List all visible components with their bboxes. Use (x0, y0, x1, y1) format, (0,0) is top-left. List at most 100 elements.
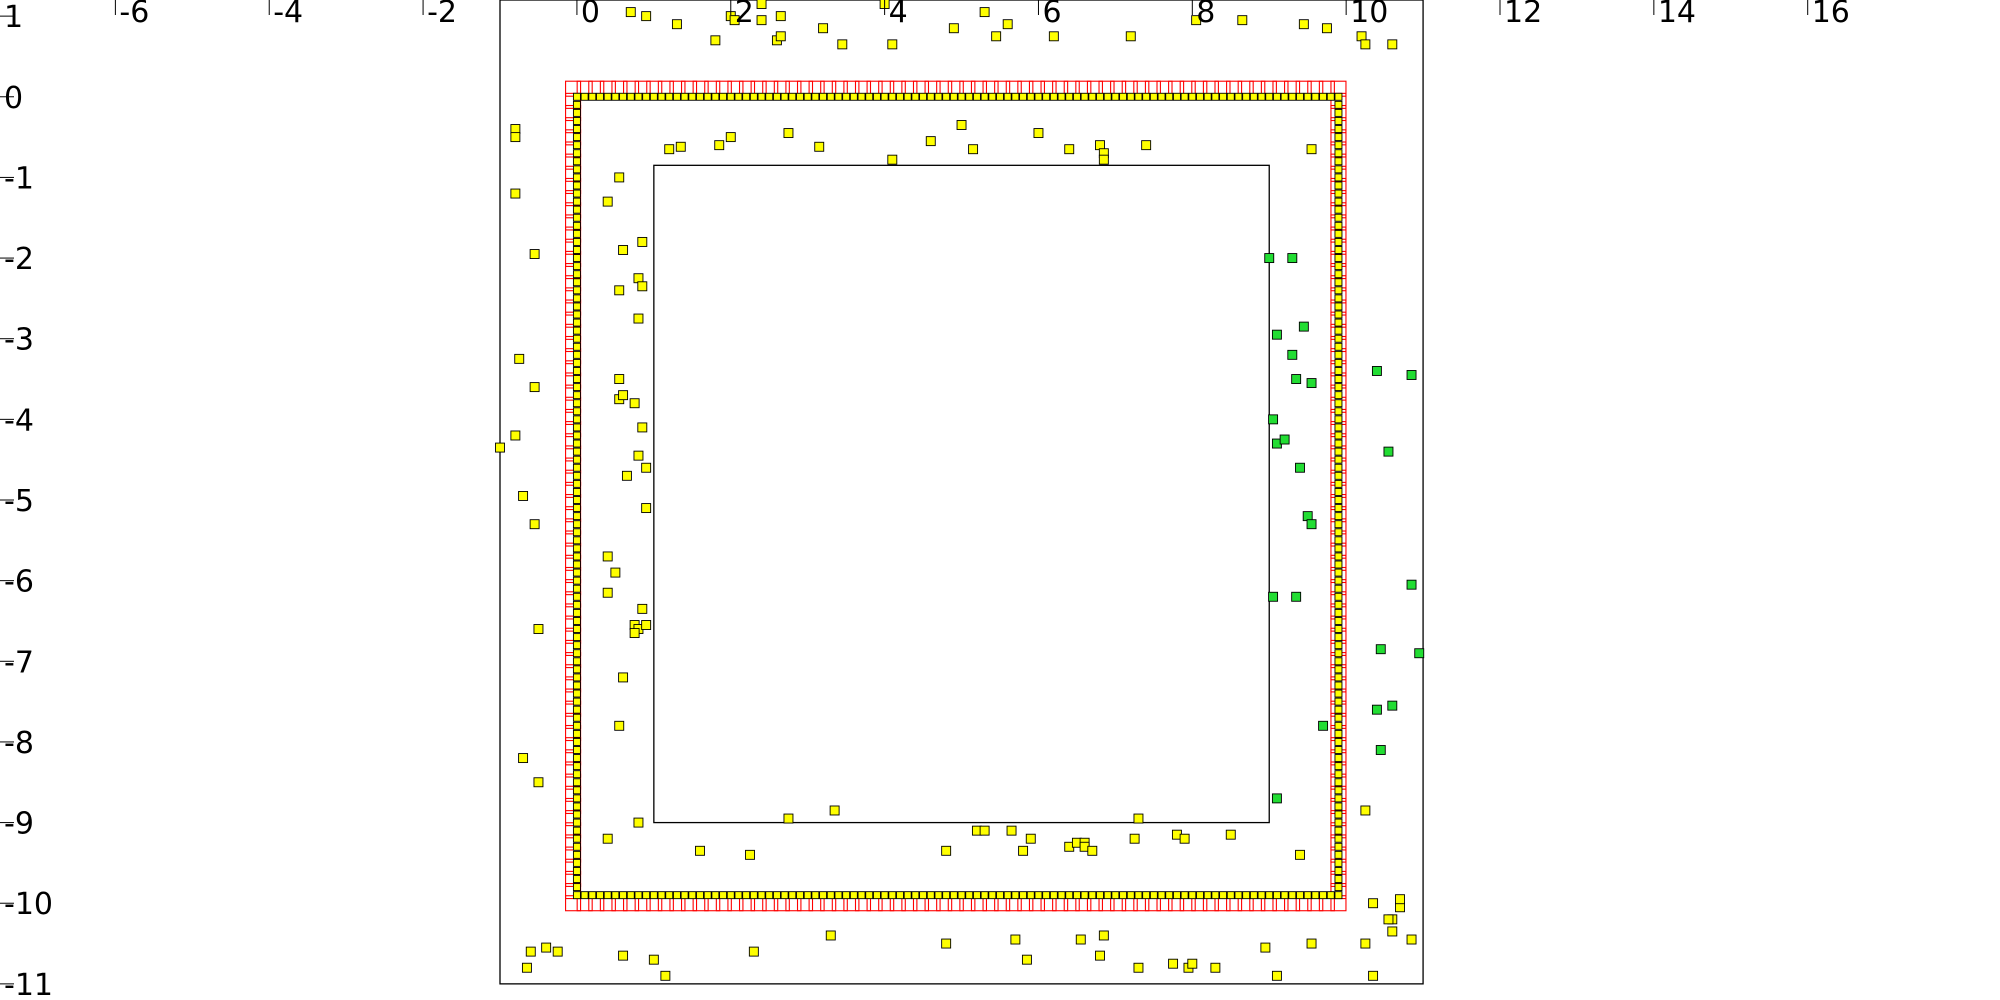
ring-marker (572, 479, 581, 488)
ring-marker (934, 891, 943, 900)
ring-marker (957, 891, 966, 900)
ring-marker (1049, 891, 1058, 900)
ring-marker (1334, 681, 1343, 690)
ring-marker (1334, 375, 1343, 383)
ring-marker (1126, 92, 1135, 101)
ring-marker (580, 891, 589, 900)
ring-marker (1334, 221, 1343, 230)
scatter-point (614, 172, 625, 183)
scatter-point (1187, 958, 1198, 969)
ring-marker (1334, 697, 1343, 706)
ring-marker (642, 891, 651, 900)
scatter-point (1387, 700, 1398, 711)
ring-marker (1272, 92, 1281, 101)
scatter-point (714, 140, 725, 151)
scatter-point (633, 313, 644, 324)
scatter-point (552, 946, 563, 957)
ring-marker (572, 221, 581, 230)
scatter-point (602, 833, 613, 844)
ring-marker (919, 891, 928, 900)
scatter-point (614, 374, 625, 384)
ring-marker (911, 891, 920, 900)
scatter-point (968, 144, 979, 155)
ring-marker (1334, 423, 1343, 432)
ring-marker (780, 891, 789, 900)
ring-marker (611, 891, 620, 900)
scatter-point (1260, 942, 1271, 953)
ring-marker (1334, 270, 1343, 279)
ring-marker (572, 818, 581, 827)
x-tick-label: 4 (889, 0, 908, 30)
ring-marker (1334, 641, 1343, 650)
ring-marker (572, 100, 581, 109)
x-tick-label: 0 (581, 0, 600, 30)
scatter-point (1298, 321, 1309, 332)
ring-marker (1172, 891, 1181, 900)
ring-marker (1119, 891, 1128, 900)
ring-marker (796, 891, 804, 900)
ring-marker (572, 205, 581, 214)
ring-marker (572, 173, 581, 182)
ring-marker (1280, 92, 1289, 101)
y-tick-label: 0 (4, 81, 23, 116)
ring-marker (572, 391, 581, 400)
ring-marker (572, 92, 581, 101)
scatter-point (1414, 648, 1425, 659)
ring-marker (634, 891, 643, 900)
ring-marker (572, 326, 581, 335)
ring-marker (572, 592, 581, 601)
ring-marker (1234, 92, 1243, 101)
ring-marker (919, 92, 928, 101)
ring-marker (1311, 92, 1320, 101)
ring-marker (1196, 92, 1204, 101)
scatter-point (837, 39, 848, 50)
ring-marker (1334, 367, 1343, 375)
ring-marker (972, 891, 981, 900)
ring-marker (1203, 891, 1212, 900)
ring-marker (572, 278, 581, 287)
ring-marker (1334, 117, 1343, 125)
ring-marker (572, 447, 581, 456)
ring-marker (1080, 92, 1089, 101)
ring-marker (1334, 334, 1343, 343)
ring-marker (572, 834, 581, 843)
scatter-point (1237, 15, 1248, 26)
ring-marker (1088, 92, 1097, 101)
y-tick-label: -10 (4, 887, 53, 922)
ring-marker (572, 367, 581, 375)
ring-marker (1334, 463, 1343, 472)
scatter-point (756, 15, 767, 26)
scatter-point (1383, 446, 1394, 457)
ring-marker (572, 262, 581, 271)
scatter-point (1125, 31, 1136, 42)
ring-marker (572, 600, 581, 609)
ring-marker (1334, 391, 1343, 400)
ring-marker (572, 189, 581, 198)
ring-marker (1057, 92, 1066, 101)
ring-marker (572, 358, 581, 367)
ring-marker (1334, 754, 1343, 763)
scatter-point (783, 813, 794, 824)
ring-marker (888, 92, 897, 101)
scatter-point (1360, 938, 1371, 949)
ring-marker (642, 92, 651, 101)
ring-marker (572, 141, 581, 150)
ring-marker (757, 92, 766, 101)
ring-marker (572, 665, 581, 674)
ring-marker (1219, 92, 1228, 101)
ring-marker (1042, 92, 1051, 101)
ring-marker (1211, 92, 1220, 101)
ring-marker (1049, 92, 1058, 101)
ring-marker (572, 641, 581, 650)
ring-marker (572, 673, 581, 682)
ring-marker (1103, 92, 1112, 101)
ring-marker (1334, 858, 1343, 867)
scatter-point (1002, 19, 1013, 30)
ring-marker (980, 891, 989, 900)
scatter-point (602, 587, 613, 598)
scatter-point (1318, 720, 1329, 731)
ring-marker (665, 92, 674, 101)
ring-marker (572, 302, 581, 311)
ring-marker (626, 891, 635, 900)
ring-marker (572, 576, 581, 585)
